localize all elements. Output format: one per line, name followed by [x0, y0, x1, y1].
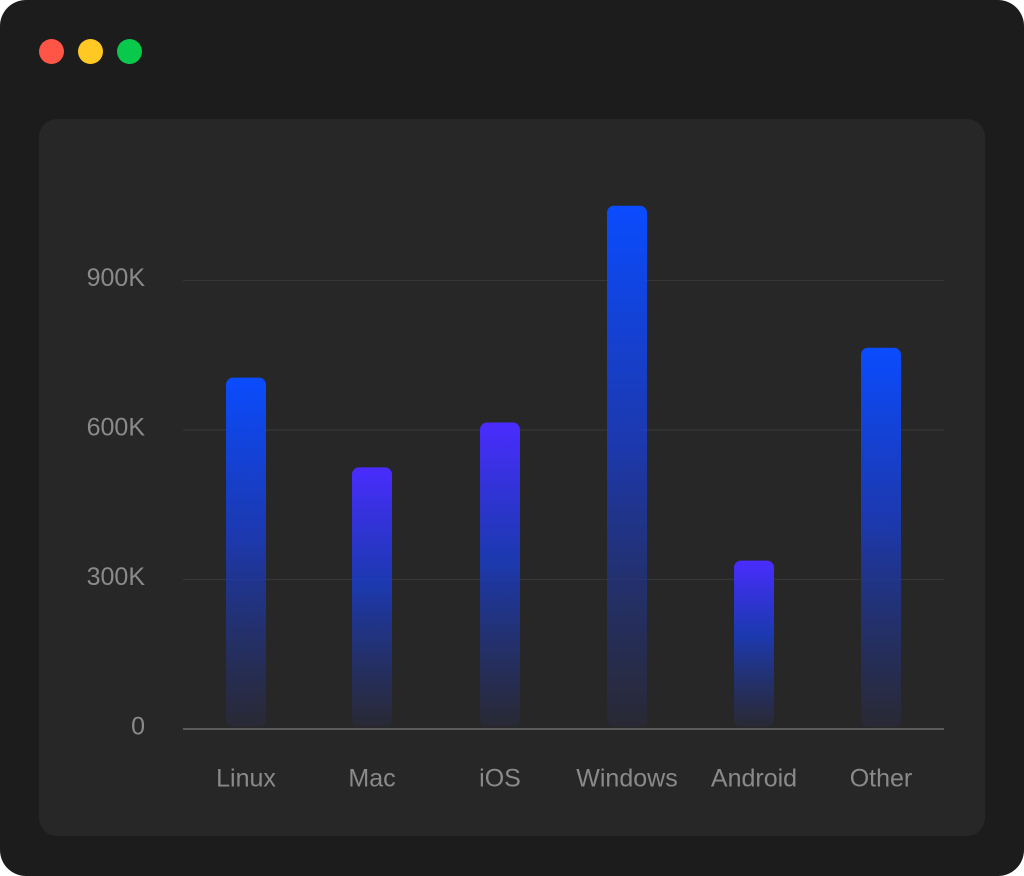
x-tick-label: Linux [216, 765, 276, 793]
x-axis: Linux Mac iOS Windows Android Other [216, 765, 912, 793]
x-tick-label: Other [850, 765, 913, 793]
y-tick-label: 900K [87, 264, 146, 292]
x-tick-label: Android [711, 765, 797, 793]
y-tick-label: 300K [87, 563, 146, 591]
y-axis: 0 300K 600K 900K [87, 264, 146, 741]
bar-mac[interactable] [352, 467, 392, 727]
grid-lines [183, 279, 944, 730]
bar-linux[interactable] [226, 377, 266, 727]
close-window-button[interactable] [39, 39, 64, 64]
bar-other[interactable] [861, 347, 901, 727]
window-controls [39, 39, 142, 64]
bar-ios[interactable] [480, 422, 520, 727]
x-tick-label: Windows [576, 765, 677, 793]
zoom-window-button[interactable] [117, 39, 142, 64]
y-tick-label: 0 [131, 713, 145, 741]
y-tick-label: 600K [87, 414, 146, 442]
x-tick-label: Mac [348, 765, 395, 793]
bar-android[interactable] [734, 560, 774, 727]
bars [226, 205, 901, 727]
bar-windows[interactable] [607, 205, 647, 727]
chart-panel: 0 300K 600K 900K Linux Mac iOS Windows Android O… [39, 119, 985, 836]
minimize-window-button[interactable] [78, 39, 103, 64]
bar-chart: 0 300K 600K 900K Linux Mac iOS Windows Android O… [87, 205, 944, 793]
x-tick-label: iOS [479, 765, 521, 793]
